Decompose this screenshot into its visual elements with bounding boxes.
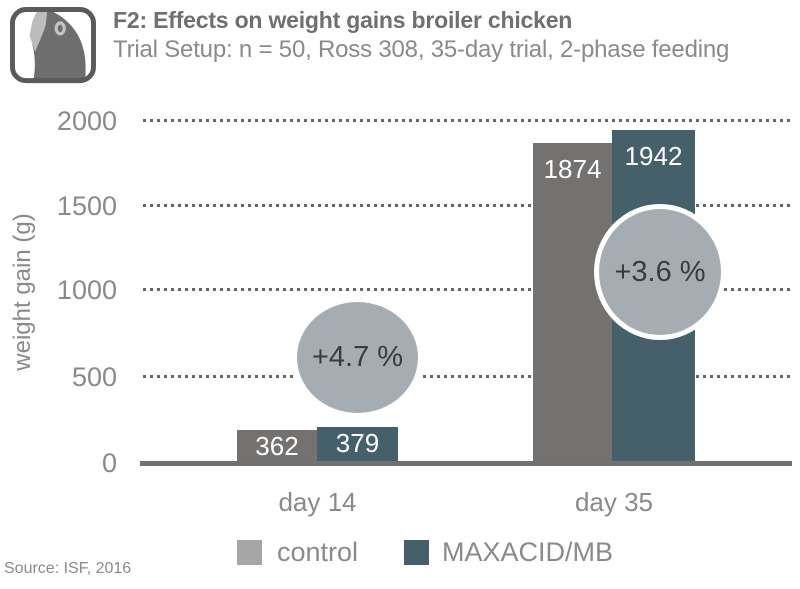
bar-control-day14: 362 bbox=[237, 430, 317, 461]
y-tick-2000: 2000 bbox=[56, 106, 117, 136]
x-category-day14: day 14 bbox=[278, 487, 357, 517]
y-tick-500: 500 bbox=[71, 362, 117, 392]
bar-value-label: 362 bbox=[255, 431, 299, 461]
chicken-icon bbox=[10, 7, 96, 84]
chicken-eye bbox=[54, 21, 66, 36]
legend-label-control: control bbox=[277, 537, 359, 567]
percent-label: +4.7 % bbox=[311, 341, 404, 373]
y-tick-1000: 1000 bbox=[56, 275, 117, 305]
bar-control-day35: 1874 bbox=[533, 143, 612, 461]
gridline bbox=[143, 375, 792, 378]
bar-value-label: 379 bbox=[335, 428, 380, 458]
legend-label-maxacid: MAXACID/MB bbox=[442, 537, 614, 567]
gridline bbox=[143, 204, 792, 207]
bar-value-label: 1874 bbox=[543, 154, 602, 184]
x-axis-baseline bbox=[140, 461, 792, 466]
y-tick-0: 0 bbox=[101, 448, 117, 478]
bar-maxacid-day14: 379 bbox=[317, 427, 398, 461]
gridline bbox=[143, 288, 792, 291]
legend-swatch-control bbox=[237, 540, 262, 565]
y-tick-1500: 1500 bbox=[56, 191, 117, 221]
chart-subtitle: Trial Setup: n = 50, Ross 308, 35-day tr… bbox=[113, 36, 730, 63]
chart-title: F2: Effects on weight gains broiler chic… bbox=[113, 7, 573, 33]
gridline bbox=[143, 119, 792, 122]
legend-swatch-maxacid bbox=[404, 540, 429, 565]
percent-badge-day35: +3.6 % bbox=[594, 204, 726, 340]
percent-badge-day14: +4.7 % bbox=[292, 297, 423, 418]
x-category-day35: day 35 bbox=[574, 487, 654, 517]
bar-value-label: 1942 bbox=[624, 141, 683, 171]
percent-label: +3.6 % bbox=[614, 255, 706, 288]
source-note: Source: ISF, 2016 bbox=[4, 560, 132, 577]
